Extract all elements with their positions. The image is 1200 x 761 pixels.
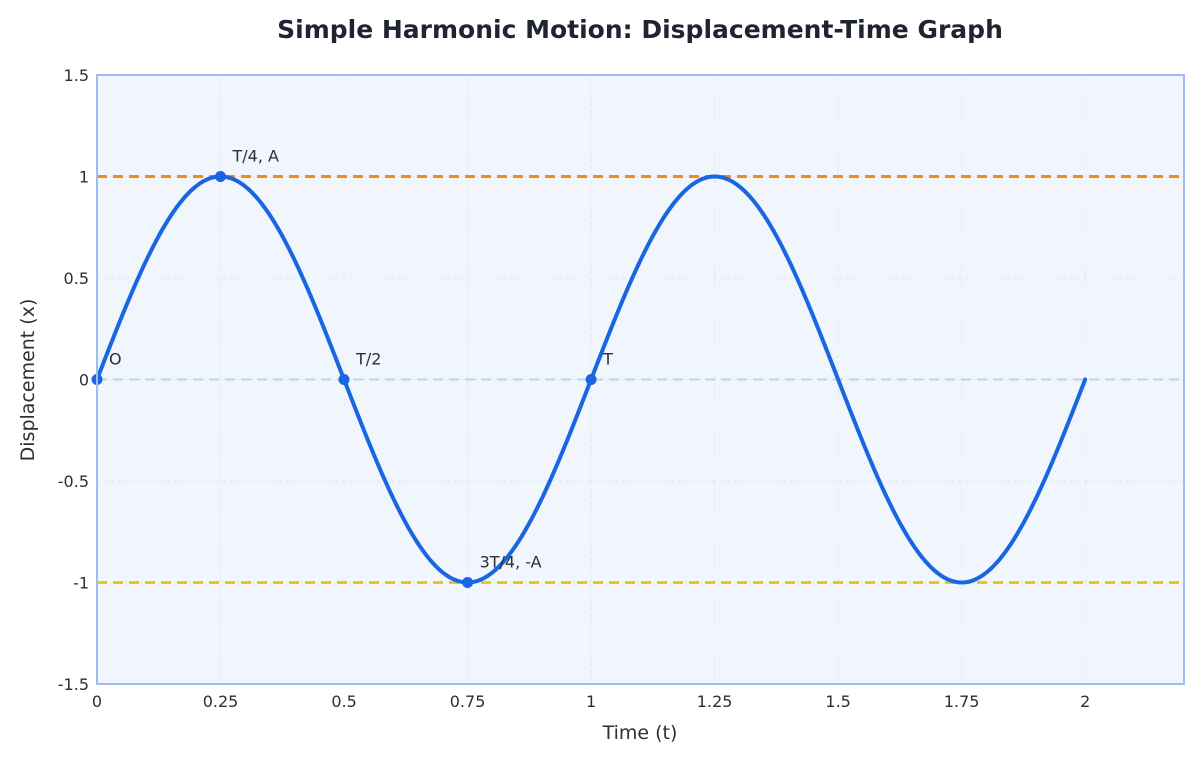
y-tick-label: 0: [79, 371, 89, 390]
plot-border: [96, 74, 1185, 685]
reference-lines: [97, 175, 1184, 584]
y-tick-label: 0.5: [64, 269, 89, 288]
key-point-label: 3T/4, -A: [480, 553, 542, 572]
y-tick-label: 1: [79, 168, 89, 187]
y-tick-label: -1: [73, 574, 89, 593]
x-tick-label: 0.75: [450, 692, 486, 711]
key-point-label: O: [109, 350, 122, 369]
y-axis-label: Displacement (x): [17, 299, 39, 462]
key-points: O T/4, A T/2 3T/4, -A T: [91, 147, 613, 588]
chart-title: Simple Harmonic Motion: Displacement-Tim…: [277, 15, 1003, 44]
key-point-label: T: [602, 350, 613, 369]
x-tick-label: 1.25: [697, 692, 733, 711]
y-tick-label: -1.5: [58, 675, 89, 694]
x-axis-ticks: 0 0.25 0.5 0.75 1 1.25 1.5 1.75 2: [92, 692, 1090, 711]
key-point-marker: [585, 374, 597, 385]
key-point-label: T/4, A: [232, 147, 280, 166]
x-tick-label: 0.5: [331, 692, 356, 711]
key-point-marker: [462, 577, 474, 588]
x-tick-label: 0.25: [203, 692, 239, 711]
x-tick-label: 1.5: [825, 692, 850, 711]
x-tick-label: 1.75: [944, 692, 980, 711]
y-axis-ticks: 1.5 1 0.5 0 -0.5 -1 -1.5: [58, 66, 89, 694]
x-tick-label: 1: [586, 692, 596, 711]
y-tick-label: 1.5: [64, 66, 89, 85]
key-point-marker: [215, 171, 227, 182]
x-tick-label: 2: [1080, 692, 1090, 711]
key-point-marker: [338, 374, 350, 385]
x-axis-label: Time (t): [602, 722, 678, 744]
key-point-label: T/2: [355, 350, 381, 369]
y-tick-label: -0.5: [58, 472, 89, 491]
x-tick-label: 0: [92, 692, 102, 711]
